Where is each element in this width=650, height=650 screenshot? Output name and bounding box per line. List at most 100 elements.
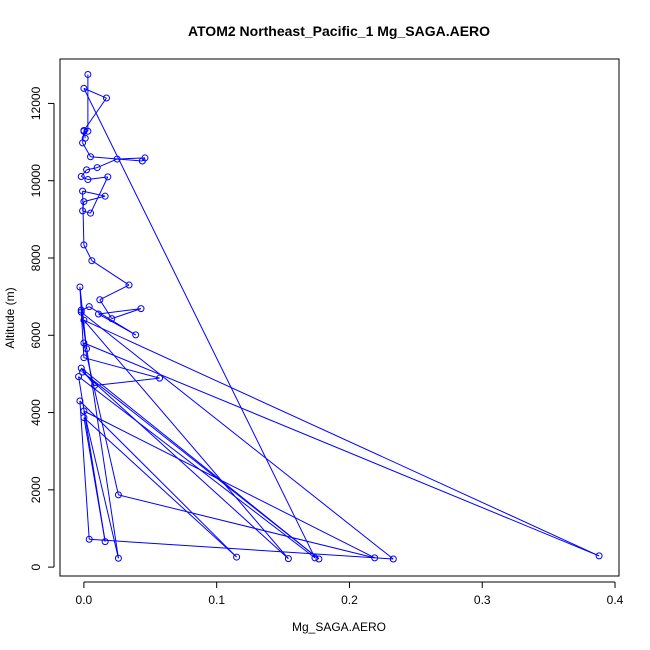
series-segment [94,377,160,387]
series-segment [111,308,142,320]
series-segment [83,319,600,557]
x-tick-label: 0.1 [208,593,225,607]
series-segment [82,190,106,197]
data-point [83,345,91,353]
series-segment [83,97,107,131]
series-segment [83,410,119,559]
x-tick-label: 0.0 [76,593,93,607]
data-point [371,554,379,562]
data-point [87,209,95,217]
data-point [141,154,149,162]
y-axis-label: Altitude (m) [3,287,17,348]
series-segment [96,158,118,169]
data-point [101,538,109,546]
x-tick-label: 0.2 [341,593,358,607]
data-point [114,554,122,562]
series-segment [80,311,394,560]
series-segment [78,376,106,542]
series-segment [99,299,113,319]
y-tick-label: 4000 [29,399,43,426]
series-segment [82,210,91,214]
series-segment [82,371,320,560]
data-point [77,306,85,314]
series-segment [83,195,106,203]
series-segment [82,191,85,245]
data-point [284,555,292,563]
series-segment [83,87,107,99]
series-points [75,70,603,563]
data-point [75,373,83,381]
series-segment [99,284,130,301]
data-point [80,241,88,249]
data-point [102,94,110,102]
data-point [315,555,323,563]
y-axis: 0 2000 4000 6000 8000 10000 12000 [29,86,55,570]
chart-title: ATOM2 Northeast_Pacific_1 Mg_SAGA.AERO [188,23,490,39]
data-point [84,176,92,184]
x-tick-label: 0.4 [607,593,624,607]
data-point [80,354,88,362]
series-segment [78,376,316,559]
data-point [389,555,397,563]
y-tick-label: 0 [29,563,43,570]
data-point [87,153,95,161]
data-point [79,187,87,195]
data-point [88,257,96,265]
series-segment [83,342,600,557]
series-segment [118,494,375,559]
series-segment [80,312,119,559]
y-tick-label: 12000 [29,86,43,120]
y-tick-label: 6000 [29,322,43,349]
data-point [80,198,88,206]
x-tick-label: 0.3 [474,593,491,607]
data-point [233,553,241,561]
data-point [80,84,88,92]
data-point [76,397,84,405]
series-segment [83,319,289,559]
series-segment [86,167,98,171]
data-point [137,305,145,313]
series-segment [82,371,289,559]
y-tick-label: 2000 [29,476,43,503]
y-tick-label: 10000 [29,164,43,198]
data-point [156,374,164,382]
y-tick-label: 8000 [29,244,43,271]
series-segment [83,410,375,559]
data-point [79,207,87,215]
series-segment [79,400,237,558]
series-segment [81,176,89,181]
series-segment [91,260,130,286]
series-segment [89,538,394,560]
data-point [132,331,140,339]
data-point [77,364,85,372]
data-point [95,310,103,318]
data-point [114,491,122,499]
data-point [311,554,319,562]
data-point [80,126,88,134]
series-segment [83,417,237,558]
series-segment [117,157,145,160]
series-lines [78,74,600,560]
series-segment [80,169,87,177]
data-point [80,407,88,415]
series-segment [83,357,160,379]
data-point [81,134,89,142]
data-point [101,192,109,200]
series-segment [79,400,90,540]
data-point [76,283,84,291]
data-point [79,368,87,376]
series-segment [98,308,142,315]
data-point [595,552,603,560]
x-axis: 0.0 0.1 0.2 0.3 0.4 [76,581,624,607]
data-point [85,535,93,543]
data-point [104,173,112,181]
plot-frame [59,58,620,577]
data-point [80,316,88,324]
data-point [125,281,133,289]
data-point [80,339,88,347]
data-point [77,308,85,316]
data-point [84,70,92,78]
data-point [84,127,92,135]
data-point [108,315,116,323]
